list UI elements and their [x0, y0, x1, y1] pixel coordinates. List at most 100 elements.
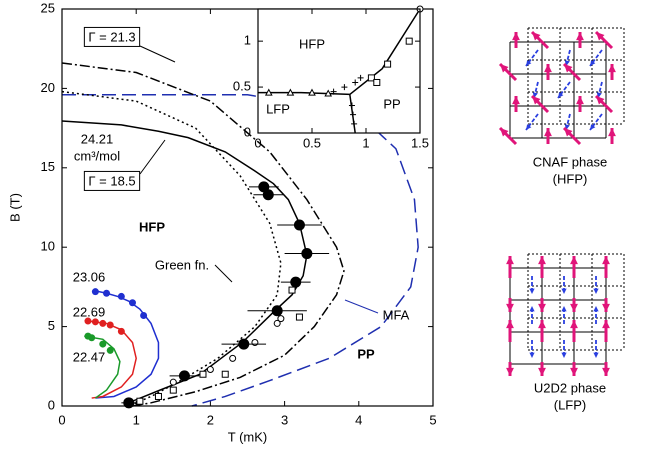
spin-arrowhead: [532, 32, 541, 41]
data-point: [117, 327, 125, 335]
spin-arrowhead: [506, 303, 514, 312]
x-axis-label: T (mK): [228, 429, 267, 444]
leader: [344, 299, 379, 314]
y-tick-label: 20: [41, 80, 55, 95]
data-point: [106, 346, 114, 354]
data-point: [178, 370, 190, 382]
data-point: [91, 288, 99, 296]
annotation-box: [83, 170, 141, 191]
annotation: 24.21: [81, 131, 114, 146]
data-point: [271, 305, 283, 317]
data-point: [221, 370, 229, 378]
data-point: [324, 89, 333, 97]
annotation: PP: [383, 96, 400, 111]
data-point: [169, 386, 177, 394]
curve: [61, 62, 345, 407]
plot-frame: [257, 8, 421, 134]
spin-arrow: [589, 113, 603, 131]
spin-arrowhead: [526, 60, 532, 66]
spin-arrowhead: [526, 124, 532, 130]
spin-arrowhead: [576, 32, 584, 41]
spin-arrowhead: [500, 128, 509, 137]
leader: [139, 139, 166, 175]
data-point: [251, 338, 259, 346]
data-point: [123, 397, 135, 409]
spin-arrowhead: [529, 352, 535, 358]
spin-arrowhead: [506, 320, 514, 329]
spin-arrowhead: [596, 32, 605, 41]
data-point: [273, 319, 281, 327]
spin-arrowhead: [506, 367, 514, 376]
spin-arrowhead: [593, 352, 599, 358]
spin-arrowhead: [512, 96, 520, 105]
data-point: [352, 79, 359, 86]
spin-arrowhead: [593, 306, 599, 312]
spin-arrowhead: [532, 96, 541, 105]
inset-plot: 0 0.5 1 1.5 0 0.5 1 HFP LFP PP: [233, 5, 429, 150]
spin-arrowhead: [538, 303, 546, 312]
spin-arrowhead: [538, 256, 546, 265]
data-point: [286, 88, 295, 96]
annotation: Green fn.: [155, 257, 209, 272]
data-point: [301, 248, 313, 260]
spin-arrowhead: [570, 256, 578, 265]
x-tick-label: 1: [362, 135, 369, 150]
y-tick-label: 1: [244, 33, 251, 48]
phase-diagrams: [498, 27, 625, 376]
leader: [214, 264, 233, 283]
panel-caption: U2D2 phase: [534, 380, 606, 395]
data-point: [106, 321, 114, 329]
x-tick-label: 1: [133, 412, 140, 427]
y-tick-label: 0.5: [233, 79, 251, 94]
spin-arrowhead: [500, 64, 509, 73]
spin-arrowhead: [538, 367, 546, 376]
spin-arrowhead: [602, 367, 610, 376]
annotation: LFP: [266, 101, 290, 116]
data-point: [262, 189, 274, 201]
curve: [84, 335, 121, 399]
annotation: cm³/mol: [74, 148, 120, 163]
x-tick-label: 0: [58, 412, 65, 427]
spin-arrowhead: [593, 288, 599, 294]
y-tick-label: 5: [48, 318, 55, 333]
spin-arrowhead: [558, 92, 564, 98]
annotation: 22.69: [73, 304, 106, 319]
data-point: [351, 120, 358, 127]
data-point: [373, 78, 381, 86]
spin-arrowhead: [561, 288, 567, 294]
spin-arrowhead: [608, 64, 616, 73]
spin-arrowhead: [544, 64, 552, 73]
y-axis-label: B (T): [7, 193, 22, 222]
data-point: [99, 319, 107, 327]
data-point: [229, 354, 237, 362]
data-point: [350, 111, 357, 118]
annotation: PP: [357, 346, 375, 361]
data-point: [88, 334, 96, 342]
data-point: [99, 340, 107, 348]
data-point: [128, 299, 136, 307]
spin-arrowhead: [602, 320, 610, 329]
spin-arrowhead: [570, 367, 578, 376]
annotation: Γ = 21.3: [88, 29, 135, 44]
spin-arrowhead: [576, 96, 584, 105]
annotation-box: [83, 26, 141, 47]
spin-arrowhead: [570, 303, 578, 312]
data-point: [277, 315, 285, 323]
spin-arrowhead: [512, 32, 520, 41]
x-tick-label: 5: [429, 412, 436, 427]
x-tick-label: 0.5: [303, 135, 321, 150]
data-point: [117, 292, 125, 300]
annotation: HFP: [299, 36, 325, 51]
data-point: [330, 88, 337, 95]
x-tick-label: 4: [355, 412, 362, 427]
data-point: [103, 289, 111, 297]
spin-arrowhead: [602, 303, 610, 312]
spin-arrowhead: [561, 306, 567, 312]
spin-arrowhead: [608, 128, 616, 137]
annotation: 22.47: [73, 349, 106, 364]
inset-background: [258, 9, 420, 133]
curve: [95, 290, 160, 399]
y-tick-label: 15: [41, 159, 55, 174]
